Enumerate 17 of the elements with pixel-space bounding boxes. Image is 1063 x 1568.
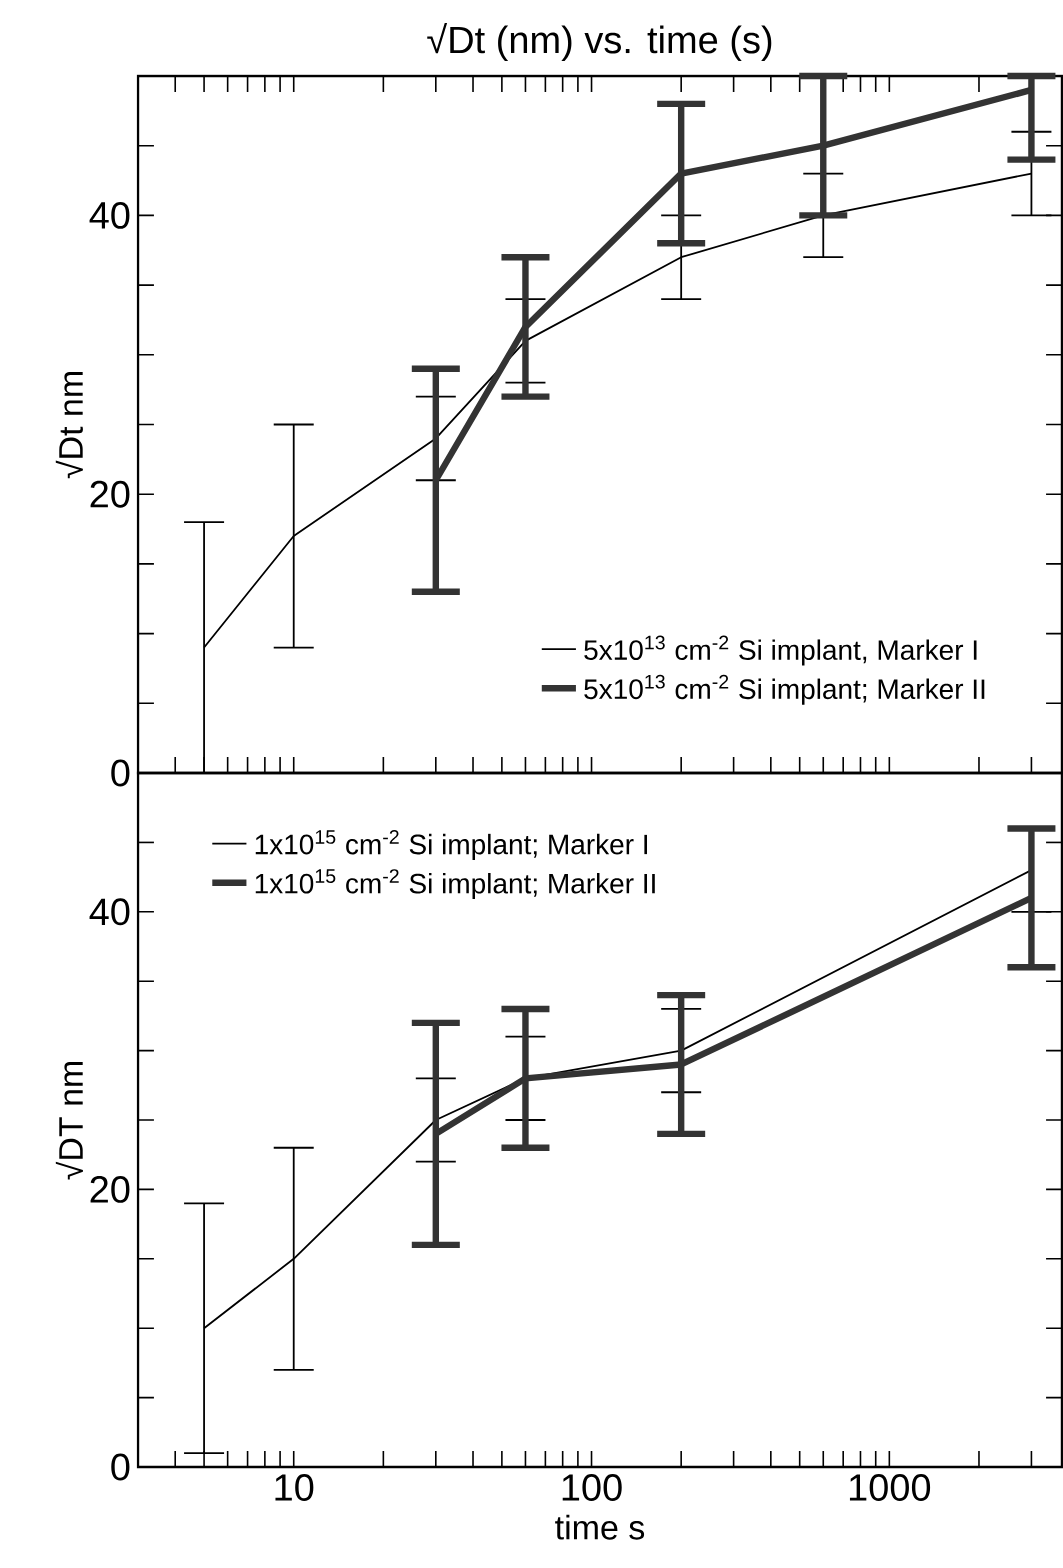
x-tick-label: 100 xyxy=(562,1474,622,1501)
y-tick-label: 20 xyxy=(90,480,130,508)
y-tick-label: 0 xyxy=(111,759,130,787)
x-tick-label: 1000 xyxy=(849,1474,931,1501)
legend-label: 1x10$^{15}$ cm$^{-2}$ Si implant; Marker I xyxy=(255,830,648,860)
legend-label: 1x10$^{15}$ cm$^{-2}$ Si implant; Marker II xyxy=(255,869,655,900)
y-axis-title: √DT nm xyxy=(55,1061,83,1180)
y-tick-label: 0 xyxy=(111,1453,130,1481)
y-tick-label: 40 xyxy=(89,898,130,926)
legend-label: 5x10$^{13}$ cm$^{-2}$ Si implant, Marker I xyxy=(584,635,977,666)
x-tick-label: 10 xyxy=(275,1474,314,1501)
legend-label: 5x10$^{13}$ cm$^{-2}$ Si implant; Marker II xyxy=(584,674,985,705)
y-tick-label: 20 xyxy=(90,1175,130,1203)
x-axis-title: time s xyxy=(555,1514,645,1540)
y-axis-title: √Dt nm xyxy=(55,372,83,479)
chart-title: √Dt (nm) vs. time (s) xyxy=(427,23,772,61)
y-tick-label: 40 xyxy=(89,201,130,229)
